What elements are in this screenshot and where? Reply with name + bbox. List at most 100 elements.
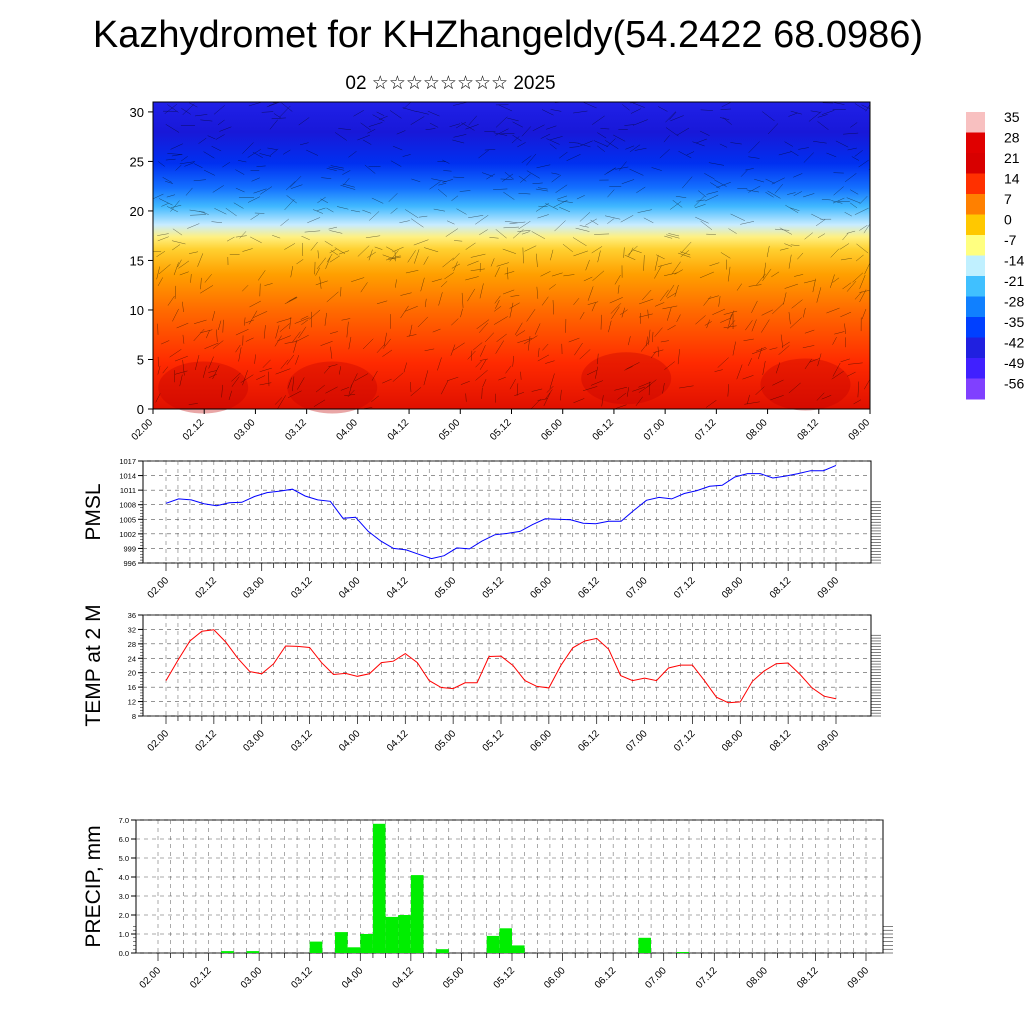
wind-vector [153,193,164,199]
wind-vector [330,346,333,359]
wind-vector [789,317,802,329]
wind-vector [852,272,864,283]
wind-vector [623,247,625,258]
wind-vector [848,362,863,365]
wind-vector [269,119,278,130]
wind-vector [854,103,867,111]
wind-vector [179,374,183,387]
wind-vector [423,256,429,265]
wind-vector [496,262,509,267]
wind-vector [338,366,342,375]
wind-vector [699,130,710,136]
wind-vector [182,103,195,116]
wind-vector [162,177,173,183]
wind-vector [167,295,175,306]
wind-vector [226,236,235,242]
wind-vector [425,128,436,131]
colorbar-segment [966,132,985,154]
wind-vector [622,104,630,111]
wind-vector [722,117,732,125]
wind-vector [481,387,483,399]
x-tick-label: 04.00 [340,965,366,991]
wind-vector [521,155,532,163]
wind-vector [320,198,329,204]
wind-vector [500,178,513,180]
wind-vector [521,231,530,235]
wind-vector [504,271,515,275]
wind-vector [199,329,213,334]
wind-vector [348,150,357,158]
wind-vector [803,307,806,318]
wind-vector [368,211,380,221]
x-tick-label: 06.12 [591,417,617,443]
wind-vector [330,250,339,256]
wind-vector [374,246,383,250]
wind-vector [453,342,465,351]
wind-vector [417,316,429,328]
wind-vector [193,319,207,324]
wind-vector [235,235,247,238]
wind-vector [493,132,508,136]
wind-vector [410,218,424,228]
wind-vector [618,161,627,171]
wind-vector [617,392,627,400]
wind-vector [846,280,857,292]
wind-vector [338,128,351,130]
wind-vector [203,169,215,176]
wind-vector [503,191,515,200]
warm-cell [287,361,378,414]
precip-bar [309,941,323,953]
wind-vector [787,192,796,195]
wind-vector [834,331,845,335]
wind-vector [593,140,609,147]
y-tick-label: 1005 [119,515,136,524]
wind-vector [453,101,468,106]
wind-vector [579,212,591,222]
x-tick-label: 07.00 [624,728,650,754]
wind-vector [804,232,813,240]
wind-vector [637,209,652,213]
wind-vector [158,264,171,275]
wind-vector [468,215,484,219]
wind-vector [403,101,412,110]
wind-vector [730,142,742,145]
wind-vector [184,162,195,167]
wind-vector [642,289,652,301]
wind-vector [507,117,519,122]
wind-vector [546,125,557,130]
x-tick-label: 03.00 [241,728,267,754]
wind-vector [664,235,673,239]
wind-vector [449,123,461,128]
wind-vector [864,262,871,275]
wind-vector [851,156,860,161]
wind-vector [277,335,291,342]
wind-vector [494,266,500,278]
y-axis-title: PRECIP, mm [82,825,105,947]
wind-vector [368,122,383,127]
wind-vector [262,359,271,368]
wind-vector [242,142,254,154]
wind-vector [193,163,203,169]
wind-vector [251,177,260,182]
wind-vector [846,197,861,204]
wind-vector [766,245,770,258]
wind-vector [338,250,350,255]
wind-vector [830,248,840,258]
y-tick-label: 36 [128,611,136,620]
x-tick-label: 07.12 [693,417,719,443]
y-tick-label: 1008 [119,501,136,510]
wind-vector [771,271,780,278]
wind-vector [235,328,249,336]
precip-bar [335,932,348,953]
wind-vector [290,184,303,189]
wind-vector [182,334,185,344]
wind-vector [156,251,166,258]
wind-vector [504,172,515,180]
wind-vector [678,150,692,159]
wind-vector [409,324,413,337]
wind-vector [663,272,678,277]
y-tick-label: 32 [128,625,136,634]
wind-vector [772,379,784,386]
wind-vector [654,255,659,271]
wind-vector [810,110,821,113]
